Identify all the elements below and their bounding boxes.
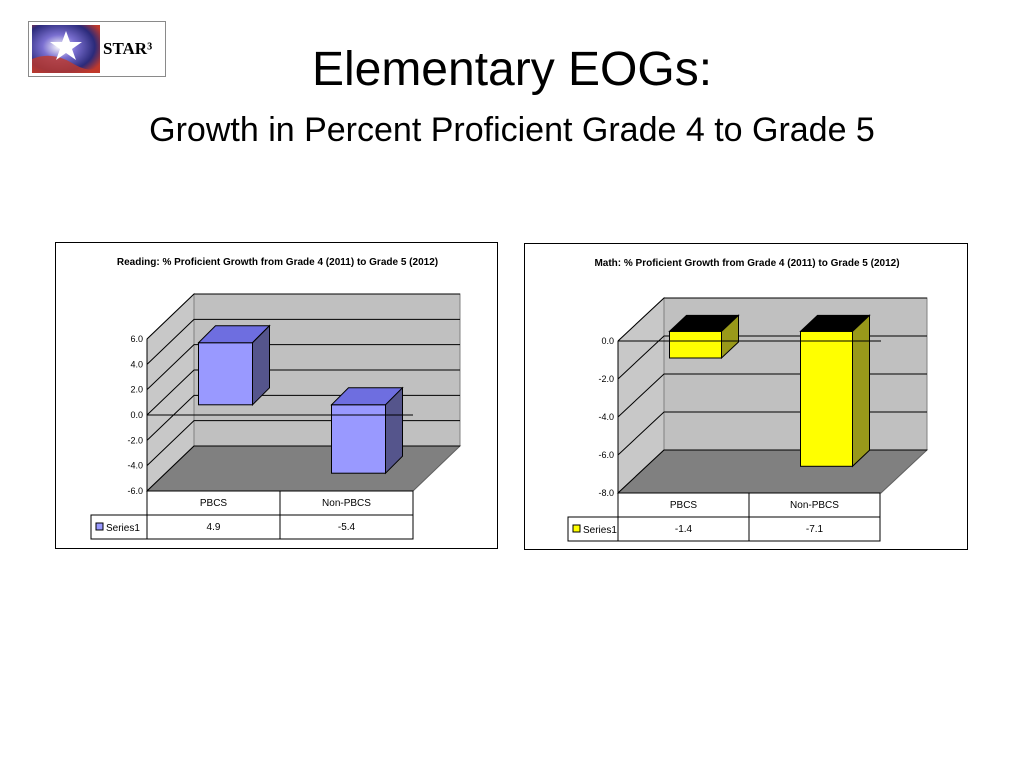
y-tick-label: -4.0 xyxy=(598,412,614,422)
floor xyxy=(616,449,929,494)
legend-key xyxy=(95,522,104,531)
gridline xyxy=(146,318,460,365)
chart-title: Reading: % Proficient Growth from Grade … xyxy=(117,257,438,268)
x-category-label: Non-PBCS xyxy=(790,500,839,511)
gridline xyxy=(617,297,927,342)
data-label: 4.9 xyxy=(207,522,221,533)
y-tick-label: 6.0 xyxy=(130,334,143,344)
y-tick-label: -8.0 xyxy=(598,488,614,498)
x-category-label: PBCS xyxy=(200,498,228,509)
bar-side-pbcs xyxy=(721,314,739,360)
legend-key xyxy=(572,524,581,533)
bar-side-pbcs xyxy=(252,324,270,407)
gridline xyxy=(146,369,460,416)
slide-subtitle: Growth in Percent Proficient Grade 4 to … xyxy=(149,111,875,149)
bar-pbcs xyxy=(198,342,253,406)
bar-pbcs xyxy=(669,330,722,359)
math-chart: Math: % Proficient Growth from Grade 4 (… xyxy=(567,258,929,542)
bar-side-non-pbcs xyxy=(852,314,870,468)
bar-non-pbcs xyxy=(331,404,386,474)
y-tick-label: -2.0 xyxy=(127,435,143,445)
star3-logo: STAR³ xyxy=(28,21,166,77)
y-tick-label: -6.0 xyxy=(127,486,143,496)
floor xyxy=(145,445,462,492)
bar-non-pbcs xyxy=(800,330,853,467)
chart-title: Math: % Proficient Growth from Grade 4 (… xyxy=(594,258,899,269)
data-label: -5.4 xyxy=(338,522,356,533)
y-tick-label: 4.0 xyxy=(130,359,143,369)
legend-label: Series1 xyxy=(106,523,140,534)
y-tick-label: -2.0 xyxy=(598,374,614,384)
y-tick-label: -4.0 xyxy=(127,461,143,471)
x-category-label: Non-PBCS xyxy=(322,498,371,509)
data-label: -1.4 xyxy=(675,524,693,535)
math-chart-panel: Math: % Proficient Growth from Grade 4 (… xyxy=(524,243,968,550)
slide-title: Elementary EOGs: xyxy=(311,43,713,96)
bar-side-non-pbcs xyxy=(385,386,403,475)
logo-text: STAR³ xyxy=(103,39,153,58)
legend-label: Series1 xyxy=(583,525,617,536)
data-label: -7.1 xyxy=(806,524,824,535)
gridline xyxy=(146,344,460,391)
x-category-label: PBCS xyxy=(670,500,698,511)
y-tick-label: 0.0 xyxy=(601,336,614,346)
y-tick-label: -6.0 xyxy=(598,450,614,460)
reading-chart: Reading: % Proficient Growth from Grade … xyxy=(90,257,462,540)
star-logo-graphic xyxy=(32,25,100,73)
gridline xyxy=(146,293,460,340)
reading-chart-panel: Reading: % Proficient Growth from Grade … xyxy=(55,242,498,549)
y-tick-label: 0.0 xyxy=(130,410,143,420)
y-tick-label: 2.0 xyxy=(130,385,143,395)
